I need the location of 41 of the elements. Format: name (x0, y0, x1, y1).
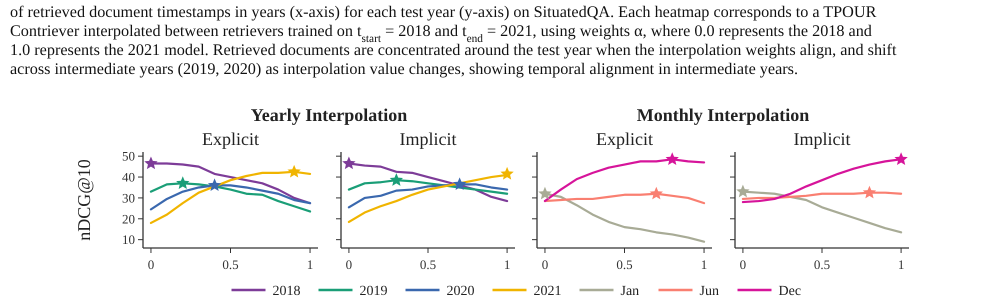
legend-label: Jun (700, 284, 719, 299)
point (500, 166, 514, 180)
x-tick-label: 1 (504, 257, 510, 272)
legend-label: 2021 (534, 284, 562, 299)
legend-label: 2019 (360, 284, 388, 299)
point (208, 178, 222, 192)
text: Yearly Interpolation (250, 105, 408, 125)
chart-title: Explicit (596, 129, 653, 149)
chart-title: Implicit (794, 129, 850, 149)
x-tick-label: 0.5 (222, 257, 239, 272)
x-tick-label: 0.5 (420, 257, 436, 272)
legend-label: Jan (620, 284, 640, 299)
x-tick-label: 1 (700, 257, 708, 272)
legend-label: 2018 (272, 284, 300, 299)
x-tick-label: 0 (148, 257, 154, 272)
x-tick-label: 0 (542, 257, 548, 272)
x-tick-label: 0.5 (814, 257, 830, 272)
legend-label: Dec (778, 284, 802, 299)
y-tick-label: 20 (122, 211, 135, 226)
text: Monthly Interpolation (636, 105, 810, 125)
chart-title: Explicit (202, 129, 259, 149)
y-tick-label: 50 (122, 148, 135, 164)
x-tick-label: 0 (346, 257, 352, 272)
point (287, 164, 301, 178)
chart-title: Implicit (400, 129, 456, 149)
point (144, 156, 158, 170)
y-tick-label: 10 (122, 232, 135, 248)
x-tick-label: 0 (740, 257, 746, 272)
legend-label: 2020 (446, 284, 474, 299)
point (342, 156, 356, 170)
x-tick-label: 1 (898, 257, 904, 272)
text: of retrieved document timestamps in years (x-axis) for each test year (y-axis) on SituatedQA. Each heatmap corresponds to a TPOUR (10, 3, 877, 21)
point (390, 173, 404, 186)
y-tick-label: 30 (122, 190, 135, 206)
x-tick-label: 1 (306, 257, 314, 272)
point (176, 176, 190, 189)
x-tick-label: 0.5 (616, 257, 633, 272)
text: across intermediate years (2019, 2020) as interpolation value changes, showing temporal alignment in intermediate years. (10, 60, 798, 78)
y-tick-label: 40 (122, 170, 135, 185)
point (452, 177, 466, 190)
y-axis-title: nDCG@10 (74, 159, 94, 241)
